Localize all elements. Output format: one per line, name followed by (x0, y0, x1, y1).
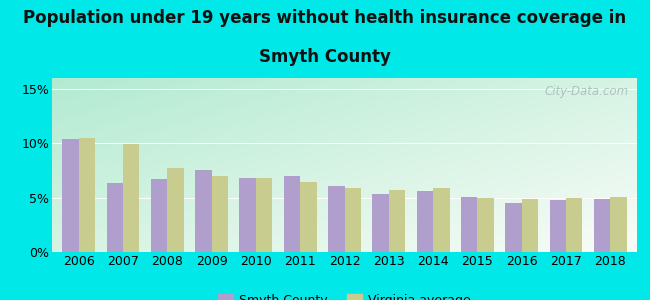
Text: Population under 19 years without health insurance coverage in: Population under 19 years without health… (23, 9, 627, 27)
Bar (328, 186, 344, 252)
Bar (151, 179, 167, 252)
Bar (594, 199, 610, 252)
Bar (372, 194, 389, 252)
Bar (433, 188, 450, 252)
Bar (344, 188, 361, 252)
Bar (506, 203, 522, 252)
Bar (417, 191, 433, 252)
Bar (461, 196, 478, 252)
Bar (107, 184, 123, 252)
Bar (522, 199, 538, 252)
Bar (610, 196, 627, 252)
Bar (284, 176, 300, 252)
Legend: Smyth County, Virginia average: Smyth County, Virginia average (213, 289, 476, 300)
Bar (167, 168, 184, 252)
Bar (62, 139, 79, 252)
Bar (79, 138, 95, 252)
Bar (195, 170, 211, 252)
Bar (239, 178, 256, 252)
Bar (123, 144, 139, 252)
Bar (256, 178, 272, 252)
Bar (300, 182, 317, 252)
Bar (211, 176, 228, 252)
Text: City-Data.com: City-Data.com (544, 85, 628, 98)
Bar (550, 200, 566, 252)
Text: Smyth County: Smyth County (259, 48, 391, 66)
Bar (389, 190, 405, 252)
Bar (478, 198, 494, 252)
Bar (566, 198, 582, 252)
